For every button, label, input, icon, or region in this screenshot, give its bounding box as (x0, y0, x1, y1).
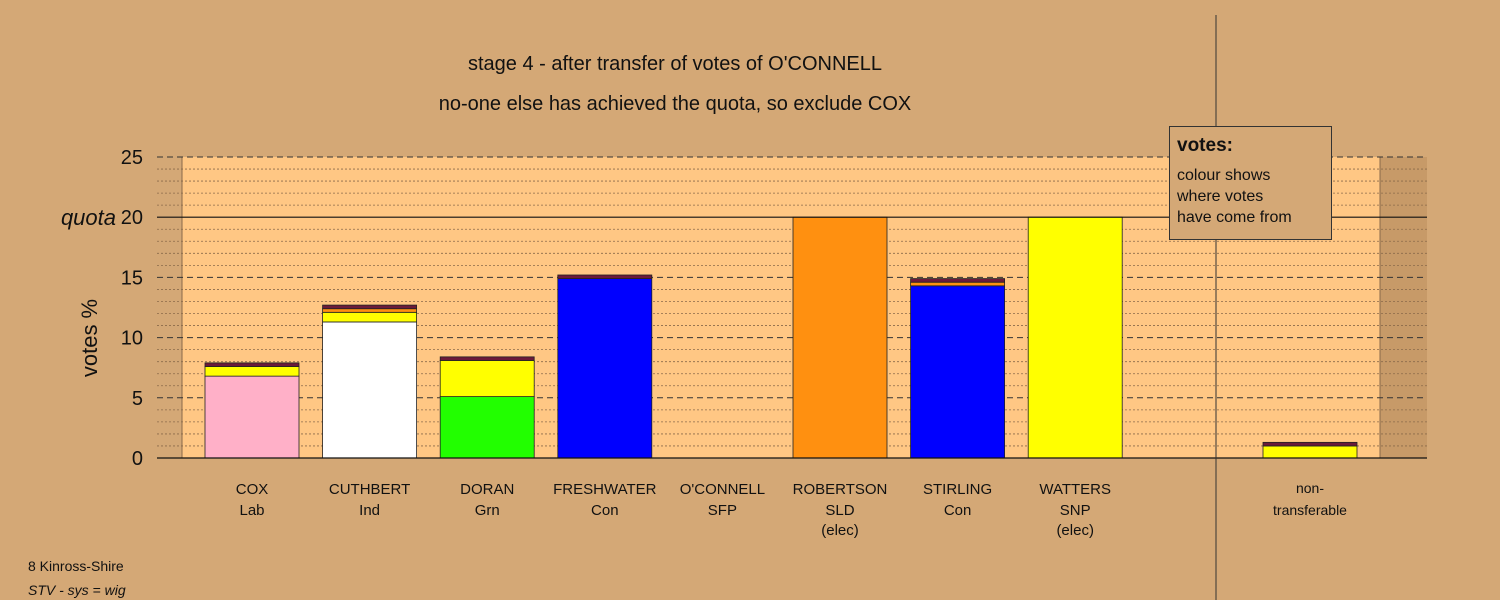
nontransferable-label: transferable (1273, 502, 1347, 518)
candidate-note: (elec) (821, 522, 859, 539)
legend-line: colour shows (1177, 167, 1271, 184)
y-tick-label: 15 (121, 267, 143, 289)
bar-segment (910, 281, 1005, 287)
bar-segment (439, 396, 535, 459)
bar-segment (439, 360, 535, 397)
bar-segment (557, 278, 653, 459)
candidate-name: DORAN (460, 481, 514, 498)
bar-segment (1027, 216, 1123, 459)
candidate-name: FRESHWATER (553, 481, 656, 498)
candidate-name: CUTHBERT (329, 481, 410, 498)
y-tick-label: 25 (121, 147, 143, 169)
bar-segment (792, 216, 888, 459)
bar-segment (910, 278, 1005, 283)
candidate-party: SNP (1060, 502, 1091, 519)
chart-subtitle: no-one else has achieved the quota, so e… (438, 93, 912, 115)
constituency-label: 8 Kinross-Shire (28, 558, 124, 574)
bar-segment (557, 274, 653, 280)
system-label: STV - sys = wig (28, 582, 126, 598)
legend-line: where votes (1177, 188, 1264, 205)
chart-title: stage 4 - after transfer of votes of O'C… (468, 53, 882, 75)
candidate-note: (elec) (1056, 522, 1094, 539)
y-tick-label: 20 (121, 207, 143, 229)
plot-shade (1380, 157, 1427, 458)
y-axis-label: votes % (77, 298, 102, 378)
bar-segment (204, 366, 300, 377)
bar-segment (439, 356, 535, 361)
bar-segment (322, 308, 418, 313)
y-tick-label: 0 (132, 448, 143, 470)
y-tick-label: 10 (121, 328, 143, 350)
bar-segment (204, 375, 300, 459)
bar-segment (322, 321, 418, 459)
candidate-party: Lab (239, 502, 264, 519)
bar-segment (910, 285, 1005, 459)
bar-segment (322, 304, 418, 310)
candidate-party: SLD (825, 502, 854, 519)
bar-segment (1262, 445, 1358, 459)
legend-title: votes: (1177, 135, 1233, 156)
candidate-name: ROBERTSON (793, 481, 888, 498)
nontransferable-label: non- (1296, 480, 1324, 496)
bar-segment (204, 362, 300, 367)
quota-label: quota (61, 205, 116, 230)
y-tick-label: 5 (132, 388, 143, 410)
bar-segment (322, 311, 418, 323)
candidate-name: COX (236, 481, 269, 498)
candidate-party: Con (944, 502, 972, 519)
candidate-party: SFP (708, 502, 737, 519)
legend-box: votes: colour shows where votes have com… (1169, 126, 1332, 240)
candidate-party: Con (591, 502, 619, 519)
candidate-party: Ind (359, 502, 380, 519)
candidate-name: WATTERS (1039, 481, 1111, 498)
bar-segment (1262, 441, 1358, 447)
candidate-name: STIRLING (923, 481, 992, 498)
candidate-name: O'CONNELL (680, 481, 765, 498)
candidate-party: Grn (475, 502, 500, 519)
legend-line: have come from (1177, 209, 1292, 226)
